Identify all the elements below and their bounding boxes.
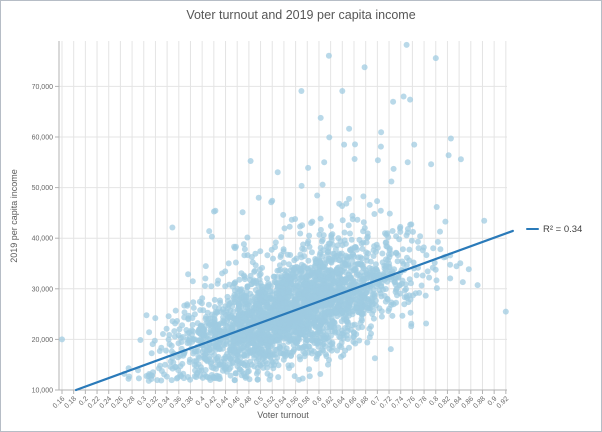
svg-text:70,000: 70,000 [32,84,54,91]
svg-text:0.46: 0.46 [227,395,242,410]
chart-title: Voter turnout and 2019 per capita income [186,8,416,22]
svg-text:0.52: 0.52 [262,395,277,410]
svg-text:0.86: 0.86 [461,395,476,410]
y-axis-title: 2019 per capita income [9,169,19,263]
svg-text:0.54: 0.54 [274,395,289,410]
trendline [74,229,514,392]
svg-text:0.78: 0.78 [414,395,429,410]
svg-text:30,000: 30,000 [32,286,54,293]
svg-text:0.8: 0.8 [428,395,440,407]
svg-text:0.18: 0.18 [64,395,79,410]
svg-text:60,000: 60,000 [32,135,54,142]
svg-text:20,000: 20,000 [32,337,54,344]
svg-text:0.32: 0.32 [145,395,160,410]
svg-text:0.6: 0.6 [312,395,324,407]
svg-text:0.24: 0.24 [99,395,114,410]
svg-text:0.4: 0.4 [195,395,207,407]
svg-text:0.16: 0.16 [52,395,67,410]
svg-text:0.26: 0.26 [110,395,125,410]
svg-text:0.84: 0.84 [449,395,464,410]
svg-text:0.82: 0.82 [437,395,452,410]
svg-text:0.36: 0.36 [169,395,184,410]
svg-text:0.72: 0.72 [379,395,394,410]
svg-text:0.22: 0.22 [87,395,102,410]
svg-text:0.3: 0.3 [136,395,148,407]
scatter-points [59,41,509,384]
svg-text:0.48: 0.48 [239,395,254,410]
svg-text:0.76: 0.76 [402,395,417,410]
svg-text:0.62: 0.62 [320,395,335,410]
svg-text:10,000: 10,000 [32,388,54,395]
svg-text:50,000: 50,000 [32,185,54,192]
svg-text:0.66: 0.66 [344,395,359,410]
svg-text:0.88: 0.88 [472,395,487,410]
svg-text:0.74: 0.74 [391,395,406,410]
svg-text:0.58: 0.58 [297,395,312,410]
svg-text:0.56: 0.56 [285,395,300,410]
svg-text:40,000: 40,000 [32,236,54,243]
svg-text:0.9: 0.9 [487,395,499,407]
svg-text:0.44: 0.44 [215,395,230,410]
trendline-legend: R² = 0.34 [526,222,582,236]
trendline-legend-swatch [526,227,539,231]
svg-text:0.34: 0.34 [157,395,172,410]
svg-text:0.2: 0.2 [78,395,90,407]
svg-text:0.92: 0.92 [496,395,511,410]
svg-text:0.64: 0.64 [332,395,347,410]
svg-text:0.42: 0.42 [204,395,219,410]
svg-text:0.38: 0.38 [180,395,195,410]
x-axis-title: Voter turnout [257,410,309,420]
svg-text:0.5: 0.5 [253,395,265,407]
svg-text:0.68: 0.68 [356,395,371,410]
svg-text:0.7: 0.7 [370,395,382,407]
trendline-legend-label: R² = 0.34 [543,223,583,235]
svg-text:0.28: 0.28 [122,395,137,410]
